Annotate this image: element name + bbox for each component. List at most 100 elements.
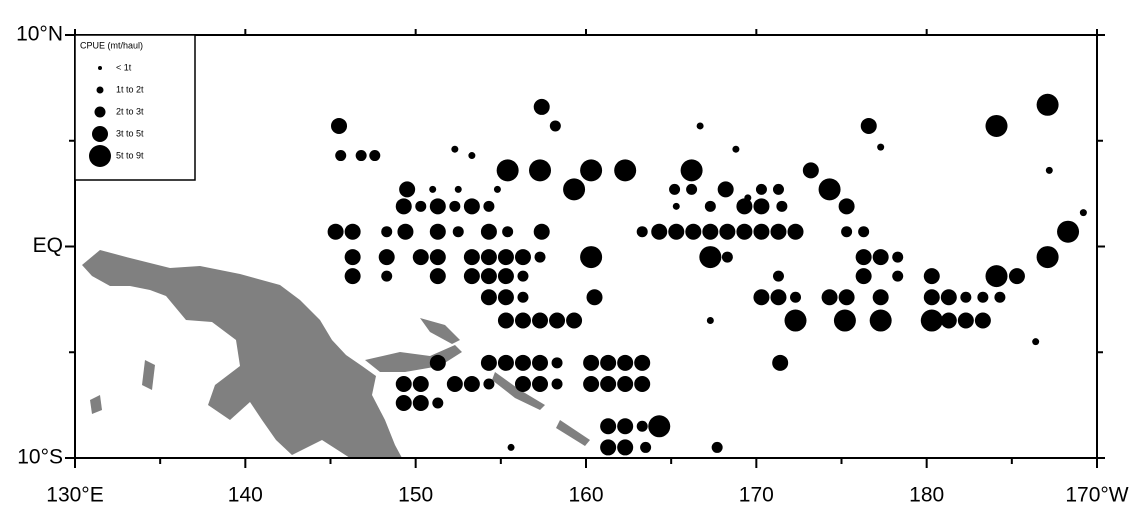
cpue-point xyxy=(634,375,651,392)
cpue-point xyxy=(344,249,361,266)
cpue-point xyxy=(532,375,549,392)
cpue-point xyxy=(696,122,704,130)
cpue-point xyxy=(985,114,1008,137)
legend-label: 3t to 5t xyxy=(116,128,144,138)
cpue-point xyxy=(672,202,680,210)
cpue-point xyxy=(415,200,427,212)
cpue-point xyxy=(617,418,634,435)
cpue-point xyxy=(636,226,648,238)
legend-marker xyxy=(98,66,102,70)
cpue-point xyxy=(838,198,855,215)
cpue-point xyxy=(985,265,1008,288)
cpue-point xyxy=(940,289,957,306)
legend-label: 5t to 9t xyxy=(116,150,144,160)
cpue-point xyxy=(994,291,1006,303)
cpue-point xyxy=(549,312,566,329)
cpue-point xyxy=(344,268,361,285)
cpue-point xyxy=(454,185,462,193)
cpue-point xyxy=(532,312,549,329)
x-tick-label: 150 xyxy=(398,484,433,507)
cpue-point xyxy=(517,270,529,282)
legend-marker xyxy=(89,145,111,167)
cpue-point xyxy=(483,378,495,390)
cpue-point xyxy=(517,291,529,303)
cpue-point xyxy=(381,270,393,282)
cpue-point xyxy=(452,226,464,238)
island xyxy=(492,372,545,410)
cpue-point xyxy=(838,289,855,306)
cpue-point xyxy=(496,159,519,182)
cpue-point xyxy=(429,185,437,193)
cpue-point xyxy=(1079,209,1087,217)
cpue-point xyxy=(507,443,515,451)
island xyxy=(420,318,460,344)
legend-marker xyxy=(96,86,104,94)
cpue-point xyxy=(685,223,702,240)
cpue-point xyxy=(651,223,668,240)
cpue-point xyxy=(514,375,531,392)
cpue-point xyxy=(551,378,563,390)
cpue-point xyxy=(399,181,416,198)
cpue-point xyxy=(480,249,497,266)
cpue-point xyxy=(855,249,872,266)
cpue-point xyxy=(395,375,412,392)
cpue-point xyxy=(1036,93,1059,116)
cpue-point xyxy=(1057,220,1080,243)
cpue-point xyxy=(776,200,788,212)
cpue-point xyxy=(331,117,348,134)
cpue-point xyxy=(617,375,634,392)
island xyxy=(556,420,590,446)
cpue-point xyxy=(920,309,943,332)
cpue-point xyxy=(497,289,514,306)
cpue-point xyxy=(617,354,634,371)
cpue-point xyxy=(755,183,767,195)
cpue-point xyxy=(702,223,719,240)
y-tick-label: 10°S xyxy=(17,446,63,469)
cpue-point xyxy=(355,150,367,162)
x-tick-label: 160 xyxy=(568,484,603,507)
cpue-point xyxy=(412,249,429,266)
new-guinea xyxy=(82,250,402,458)
cpue-point xyxy=(497,268,514,285)
cpue-point xyxy=(549,120,561,132)
cpue-point xyxy=(600,439,617,456)
cpue-point xyxy=(940,312,957,329)
cpue-point xyxy=(1032,338,1040,346)
cpue-point xyxy=(463,249,480,266)
cpue-point xyxy=(668,223,685,240)
x-tick-label: 130°E xyxy=(46,484,103,507)
cpue-point xyxy=(463,268,480,285)
legend-title: CPUE (mt/haul) xyxy=(80,40,143,50)
cpue-point xyxy=(704,200,716,212)
cpue-point xyxy=(617,439,634,456)
cpue-point xyxy=(1045,166,1053,174)
cpue-point xyxy=(583,354,600,371)
cpue-point xyxy=(395,198,412,215)
cpue-point xyxy=(923,289,940,306)
cpue-point xyxy=(640,441,652,453)
cpue-point xyxy=(580,246,603,269)
cpue-point xyxy=(566,312,583,329)
land xyxy=(82,250,590,458)
cpue-point xyxy=(369,150,381,162)
cpue-point xyxy=(753,198,770,215)
cpue-point xyxy=(463,198,480,215)
cpue-point xyxy=(790,291,802,303)
cpue-point xyxy=(497,354,514,371)
cpue-point xyxy=(744,194,752,202)
cpue-point xyxy=(563,178,586,201)
cpue-point xyxy=(787,223,804,240)
cpue-point xyxy=(892,270,904,282)
cpue-point xyxy=(736,198,753,215)
cpue-point xyxy=(378,249,395,266)
cpue-point xyxy=(580,159,603,182)
cpue-point xyxy=(381,226,393,238)
cpue-point xyxy=(412,375,429,392)
island xyxy=(142,360,155,390)
cpue-point xyxy=(711,441,723,453)
cpue-point xyxy=(551,357,563,369)
cpue-point xyxy=(699,246,722,269)
cpue-point xyxy=(872,249,889,266)
cpue-point xyxy=(736,223,753,240)
